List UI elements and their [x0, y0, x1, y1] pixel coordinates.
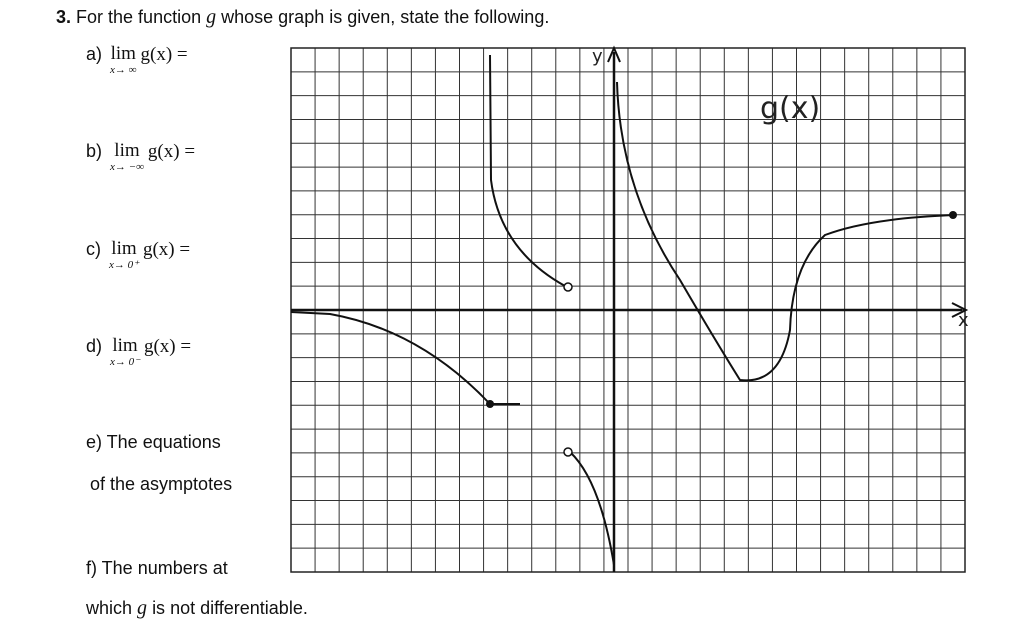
curve	[616, 81, 956, 382]
text: is not differentiable.	[152, 598, 308, 618]
lim-word: lim	[114, 140, 140, 161]
prompt: whose graph is given, state the followin…	[221, 7, 550, 27]
limit: lim x→ ∞	[110, 43, 137, 77]
item-label: d)	[86, 336, 103, 356]
item-e: of the asymptotes	[90, 474, 233, 494]
limit: lim x→ 0⁻	[110, 335, 140, 369]
lim-subscript: x→ −∞	[110, 161, 144, 173]
expression: g(x) =	[140, 44, 188, 65]
curve-label: g(x)	[760, 91, 820, 126]
variable: g	[137, 597, 148, 619]
variable: g	[206, 6, 217, 28]
item-label: b)	[86, 141, 103, 161]
lim-word: lim	[112, 335, 138, 356]
prompt: For the function	[76, 7, 202, 27]
text: which	[86, 598, 133, 618]
y-arrow	[607, 45, 621, 63]
question-number: 3.	[56, 7, 72, 27]
lim-subscript: x→ 0⁺	[109, 259, 139, 271]
item-label: c)	[86, 239, 101, 259]
y-axis-label: y	[592, 46, 603, 67]
lim-word: lim	[111, 238, 137, 259]
limit-item: d) lim x→ 0⁻ g(x) =	[86, 335, 192, 369]
curve	[489, 54, 566, 287]
limit-item: a) lim x→ ∞ g(x) =	[86, 43, 188, 77]
open-point	[563, 447, 573, 457]
closed-point	[486, 400, 494, 408]
limit-item: b) lim x→ −∞ g(x) =	[86, 140, 196, 174]
closed-point	[949, 211, 957, 219]
item-e: e) The equations	[86, 432, 221, 452]
item-label: a)	[86, 44, 103, 64]
limit: lim x→ 0⁺	[109, 238, 139, 272]
x-axis-label: x	[958, 310, 969, 331]
curve	[569, 451, 615, 566]
limit: lim x→ −∞	[110, 140, 144, 174]
limit-item: c) lim x→ 0⁺ g(x) =	[86, 238, 191, 272]
curve	[290, 311, 491, 405]
lim-subscript: x→ 0⁻	[110, 356, 140, 368]
item-f: which g is not differentiable.	[86, 597, 308, 620]
open-point	[563, 282, 573, 292]
item-f: f) The numbers at	[86, 558, 228, 578]
expression: g(x) =	[143, 336, 192, 357]
question-line: 3. For the function g whose graph is giv…	[56, 6, 549, 29]
curves	[290, 54, 956, 566]
expression: g(x) =	[147, 141, 196, 162]
lim-subscript: x→ ∞	[110, 64, 137, 76]
lim-word: lim	[110, 43, 136, 64]
expression: g(x) =	[142, 239, 191, 260]
x-arrow	[951, 302, 969, 318]
